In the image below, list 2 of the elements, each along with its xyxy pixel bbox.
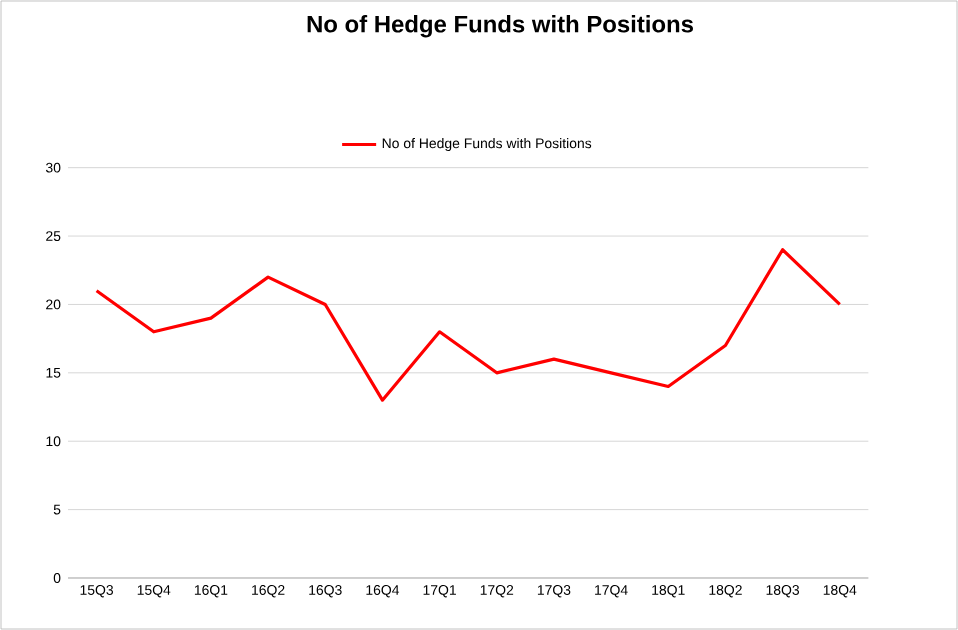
line-series [94,248,842,402]
chart-title: No of Hedge Funds with Positions [307,15,693,38]
